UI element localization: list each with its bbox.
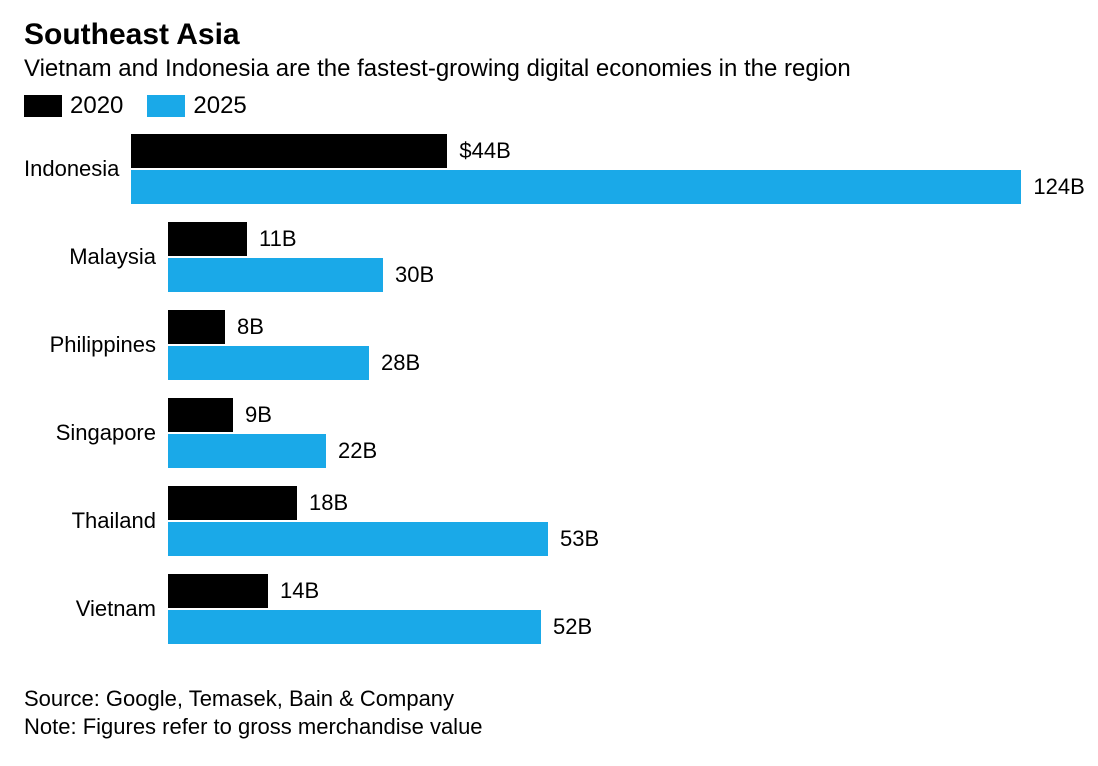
legend-label-2025: 2025 bbox=[193, 92, 246, 120]
bar-line: 30B bbox=[168, 258, 434, 292]
category-label: Thailand bbox=[24, 508, 168, 534]
value-label: 14B bbox=[280, 578, 319, 604]
category-row: Vietnam 14B 52B bbox=[24, 574, 1074, 644]
bars-group: 11B 30B bbox=[168, 222, 434, 292]
category-label: Malaysia bbox=[24, 244, 168, 270]
value-label: 22B bbox=[338, 438, 377, 464]
bar-line: 28B bbox=[168, 346, 420, 380]
source-line: Source: Google, Temasek, Bain & Company bbox=[24, 685, 483, 713]
bar-y2020 bbox=[168, 486, 297, 520]
bars-group: 9B 22B bbox=[168, 398, 377, 468]
legend-item-2020: 2020 bbox=[24, 92, 123, 120]
bars-group: $44B 124B bbox=[131, 134, 1084, 204]
legend-label-2020: 2020 bbox=[70, 92, 123, 120]
bars-group: 18B 53B bbox=[168, 486, 599, 556]
value-label: 53B bbox=[560, 526, 599, 552]
bar-y2025 bbox=[168, 522, 548, 556]
bar-line: 53B bbox=[168, 522, 599, 556]
value-label: $44B bbox=[459, 138, 510, 164]
bar-y2025 bbox=[168, 434, 326, 468]
note-line: Note: Figures refer to gross merchandise… bbox=[24, 713, 483, 741]
chart-subtitle: Vietnam and Indonesia are the fastest-gr… bbox=[24, 55, 1074, 84]
category-row: Singapore 9B 22B bbox=[24, 398, 1074, 468]
legend-item-2025: 2025 bbox=[147, 92, 246, 120]
category-label: Singapore bbox=[24, 420, 168, 446]
value-label: 52B bbox=[553, 614, 592, 640]
bar-line: 9B bbox=[168, 398, 377, 432]
value-label: 124B bbox=[1033, 174, 1084, 200]
bar-y2025 bbox=[168, 346, 369, 380]
bar-line: 52B bbox=[168, 610, 592, 644]
category-row: Indonesia$44B124B bbox=[24, 134, 1074, 204]
value-label: 18B bbox=[309, 490, 348, 516]
bar-plot: Indonesia$44B124BMalaysia11B30BPhilippin… bbox=[24, 134, 1074, 644]
category-row: Malaysia 11B 30B bbox=[24, 222, 1074, 292]
value-label: 11B bbox=[259, 226, 297, 252]
category-row: Philippines 8B 28B bbox=[24, 310, 1074, 380]
bar-line: 124B bbox=[131, 170, 1084, 204]
category-label: Vietnam bbox=[24, 596, 168, 622]
value-label: 28B bbox=[381, 350, 420, 376]
bar-line: 11B bbox=[168, 222, 434, 256]
bar-y2025 bbox=[168, 610, 541, 644]
value-label: 30B bbox=[395, 262, 434, 288]
bar-y2020 bbox=[168, 398, 233, 432]
bar-line: 14B bbox=[168, 574, 592, 608]
bars-group: 14B 52B bbox=[168, 574, 592, 644]
value-label: 9B bbox=[245, 402, 272, 428]
bar-y2025 bbox=[131, 170, 1021, 204]
bar-line: $44B bbox=[131, 134, 1084, 168]
legend-swatch-2020 bbox=[24, 95, 62, 117]
bar-y2020 bbox=[168, 310, 225, 344]
chart-container: Southeast Asia Vietnam and Indonesia are… bbox=[0, 0, 1098, 766]
bar-line: 8B bbox=[168, 310, 420, 344]
bar-y2020 bbox=[168, 222, 247, 256]
bar-line: 22B bbox=[168, 434, 377, 468]
chart-title: Southeast Asia bbox=[24, 18, 1074, 51]
legend: 2020 2025 bbox=[24, 92, 1074, 120]
category-label: Philippines bbox=[24, 332, 168, 358]
bar-y2025 bbox=[168, 258, 383, 292]
bar-y2020 bbox=[131, 134, 447, 168]
category-label: Indonesia bbox=[24, 156, 131, 182]
bar-y2020 bbox=[168, 574, 268, 608]
category-row: Thailand 18B 53B bbox=[24, 486, 1074, 556]
legend-swatch-2025 bbox=[147, 95, 185, 117]
bars-group: 8B 28B bbox=[168, 310, 420, 380]
bar-line: 18B bbox=[168, 486, 599, 520]
chart-footer: Source: Google, Temasek, Bain & Company … bbox=[24, 685, 483, 740]
value-label: 8B bbox=[237, 314, 264, 340]
